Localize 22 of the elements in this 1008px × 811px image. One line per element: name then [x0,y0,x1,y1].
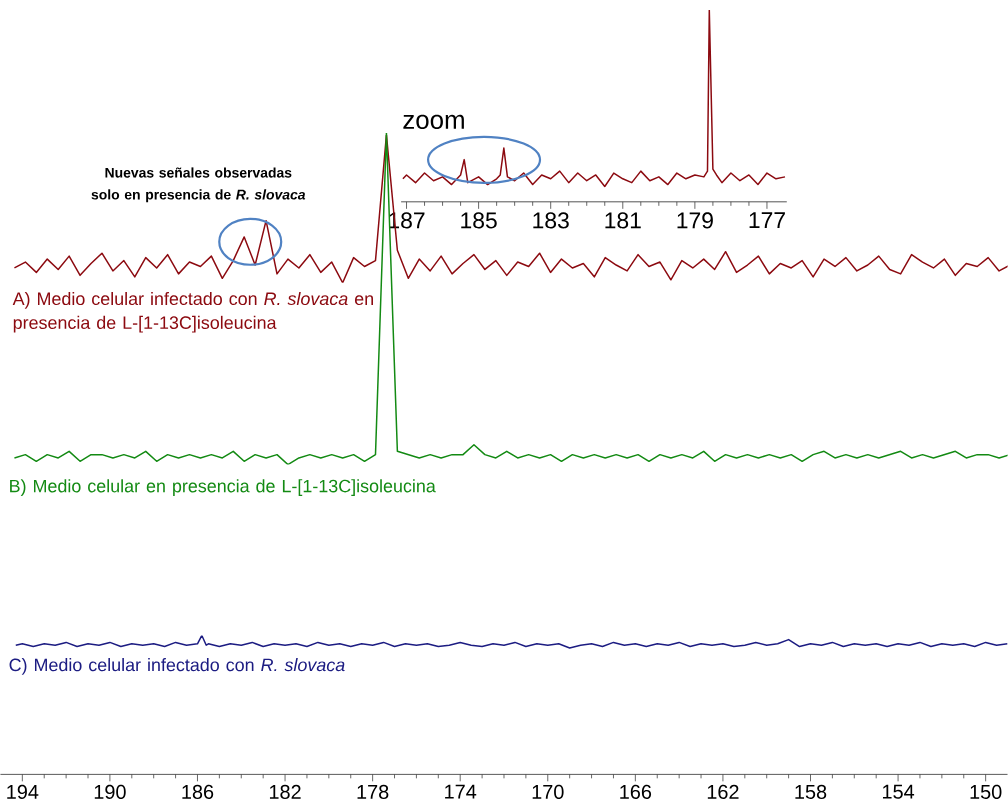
x-tick-label: 158 [795,784,827,799]
x-tick-label: 178 [357,784,389,799]
x-tick-label: 181 [605,212,641,229]
x-tick-label: 186 [182,784,214,799]
x-tick-label: 183 [533,212,569,229]
x-tick-label: 162 [707,784,739,799]
x-tick-label: 170 [532,784,564,799]
x-tick-label: 182 [269,784,301,799]
x-tick-label: 166 [620,784,652,799]
x-tick-label: 150 [970,784,1002,799]
x-tick-label: 194 [7,784,39,799]
x-tick-label: 177 [749,212,785,228]
series-label: B) Medio celular en presencia de L-[1-13C]isoleucina [10,479,436,496]
x-tick-label: 154 [882,784,915,799]
text: A) Medio celular infectado con R. slovaca en presencia de L-[1-13C]isoleucina [12,291,373,333]
annotation: Nuevas señales observadas solo en presencia de R. slovaca [91,167,306,203]
annotation: zoom [403,114,464,129]
x-tick-label: 190 [94,784,126,799]
x-tick-label: 174 [445,784,477,799]
x-tick-label: 185 [461,212,497,229]
x-tick-label: 179 [677,212,713,229]
series-label: C) Medio celular infectado con R. slovaca [9,657,345,675]
